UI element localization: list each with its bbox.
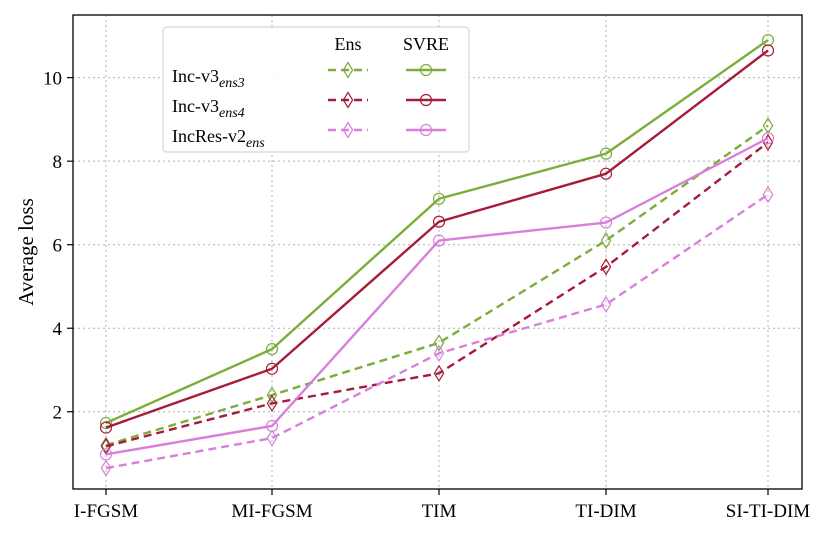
data-point-diamond (433, 364, 445, 382)
legend: Ens SVRE Inc-v3ens3 Inc-v3ens4 IncRes-v2… (162, 26, 470, 153)
data-point-circle (599, 167, 613, 180)
x-tick-label: TI-DIM (575, 501, 636, 522)
data-point-diamond (266, 394, 278, 413)
series-layer (99, 33, 775, 477)
x-tick-label: SI-TI-DIM (726, 501, 811, 522)
data-point-circle (599, 147, 613, 160)
data-point-circle (265, 362, 279, 375)
data-point-diamond (600, 295, 612, 314)
data-point-diamond (342, 121, 354, 139)
data-point-circle (265, 342, 279, 356)
y-tick-label: 10 (43, 69, 62, 90)
legend-box (162, 26, 470, 153)
data-point-diamond (600, 231, 612, 250)
data-point-diamond (600, 258, 612, 276)
legend-label-sub: ens4 (219, 106, 245, 121)
legend-label-row-3: IncRes-v2ens (172, 126, 265, 151)
legend-label-main: IncRes-v2 (172, 126, 246, 146)
y-tick-label: 6 (53, 236, 63, 257)
series-line (105, 124, 769, 447)
series-line (105, 193, 769, 470)
legend-label-row-2: Inc-v3ens4 (172, 96, 245, 121)
data-point-circle (432, 192, 446, 205)
data-point-circle (419, 123, 433, 137)
y-tick-label: 8 (53, 152, 63, 173)
series-line (105, 137, 769, 456)
series-incres-v2ens-ens (100, 185, 774, 477)
y-axis-label: Average loss (14, 198, 38, 306)
x-tick-label: MI-FGSM (231, 501, 312, 522)
series-line (105, 141, 769, 448)
plot-frame (72, 14, 803, 490)
data-point-diamond (433, 334, 445, 352)
data-point-diamond (433, 344, 445, 362)
data-point-circle (99, 416, 113, 430)
series-inc-v3ens4-ens (100, 133, 774, 456)
legend-swatches (328, 61, 446, 139)
legend-label-main: Inc-v3 (172, 96, 219, 116)
series-incres-v2ens-svre (99, 132, 775, 461)
data-point-diamond (100, 436, 112, 454)
legend-header-ens: Ens (335, 34, 362, 54)
data-point-circle (99, 421, 113, 434)
axis-ticks: I-FGSM MI-FGSM TIM TI-DIM SI-TI-DIM 2 4 6 8 10 (43, 69, 810, 522)
y-tick-label: 4 (53, 319, 63, 340)
data-point-circle (432, 234, 446, 247)
series-line (105, 39, 769, 425)
legend-label-sub: ens3 (219, 76, 245, 91)
legend-header-svre: SVRE (403, 34, 449, 54)
series-line (105, 49, 769, 429)
data-point-diamond (266, 429, 278, 447)
data-point-circle (99, 448, 113, 461)
y-tick-label: 2 (53, 403, 63, 424)
data-point-circle (761, 44, 775, 57)
data-point-circle (419, 93, 433, 107)
series-inc-v3ens4-svre (99, 44, 775, 434)
data-point-diamond (762, 185, 774, 204)
data-point-circle (265, 419, 279, 433)
data-point-diamond (342, 91, 354, 109)
series-inc-v3ens3-svre (99, 33, 775, 430)
data-point-circle (761, 132, 775, 145)
data-point-circle (432, 215, 446, 228)
legend-label-main: Inc-v3 (172, 66, 219, 86)
x-tick-label: TIM (422, 501, 457, 522)
series-inc-v3ens3-ens (100, 117, 774, 454)
data-point-diamond (100, 459, 112, 477)
legend-label-sub: ens (246, 136, 265, 151)
legend-label-row-1: Inc-v3ens3 (172, 66, 245, 91)
data-point-diamond (342, 61, 354, 79)
data-point-circle (419, 63, 433, 77)
data-point-circle (599, 216, 613, 229)
x-tick-label: I-FGSM (74, 501, 139, 522)
